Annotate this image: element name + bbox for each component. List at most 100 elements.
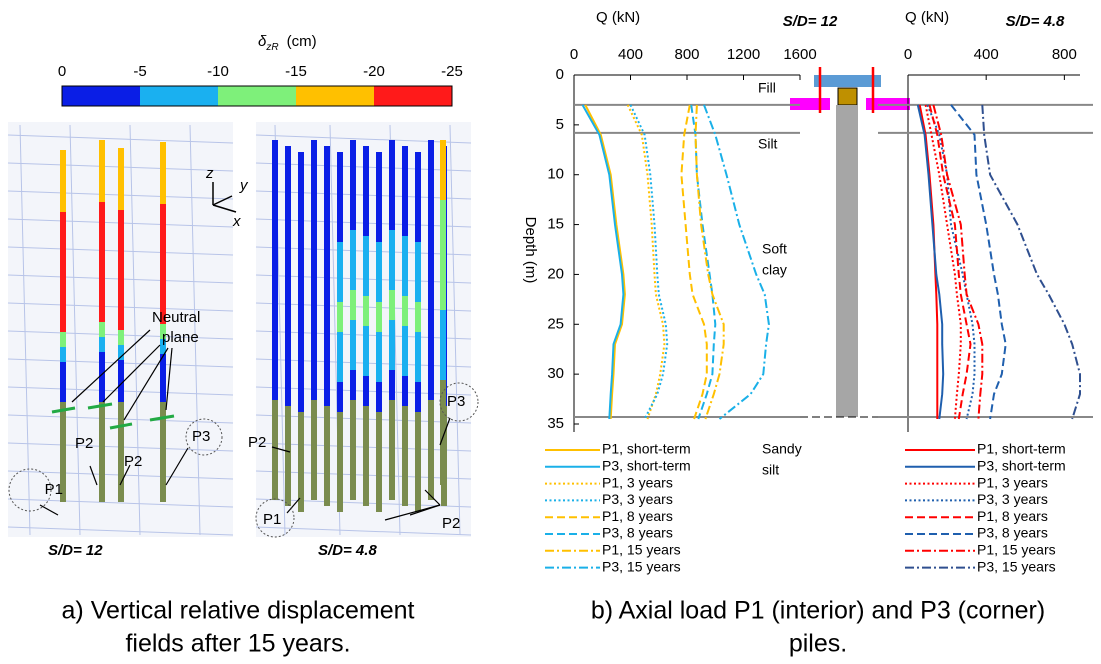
pile-segment: [337, 242, 343, 302]
colorbar-symbol: δ: [258, 33, 267, 50]
pile-segment: [118, 360, 124, 402]
y-tick-label: 25: [547, 315, 564, 332]
pile-segment: [272, 400, 278, 500]
pile-segment: [160, 204, 166, 324]
data-line: [680, 104, 708, 420]
pile-segment: [60, 150, 66, 212]
grid: [69, 124, 81, 536]
chart-title: S/D= 12: [783, 13, 838, 30]
soil-label: clay: [762, 262, 787, 278]
pile-label: P3: [192, 428, 210, 445]
pile-segment: [99, 337, 105, 352]
pile-label: P2: [248, 434, 266, 451]
colorbar-title: δzR (cm): [258, 33, 317, 53]
piles: [60, 140, 447, 512]
colorbar-tick-label: -25: [441, 63, 463, 80]
pile-segment: [350, 320, 356, 370]
colorbar-segment: [62, 86, 140, 106]
pile-segment: [350, 400, 356, 500]
x-tick-label: 0: [570, 46, 578, 63]
x-tick-label: 800: [674, 46, 699, 63]
pile-segment: [402, 406, 408, 506]
legend-label: P3, 3 years: [977, 491, 1048, 507]
panel-label: S/D= 12: [48, 542, 103, 559]
pile-segment: [272, 140, 278, 370]
pile-segment: [415, 412, 421, 512]
legend-label: P1, short-term: [977, 441, 1066, 457]
pile-segment: [160, 354, 166, 402]
pile-segment: [440, 310, 446, 380]
legend-label: P1, 3 years: [602, 474, 673, 490]
pile-segment: [285, 406, 291, 506]
x-tick-label: 1200: [727, 46, 760, 63]
x-tick-label: 400: [974, 46, 999, 63]
pile-segment: [118, 148, 124, 210]
pile-segment: [440, 140, 446, 200]
pile-segment: [118, 330, 124, 345]
pile-segment: [363, 236, 369, 296]
grid: [7, 526, 234, 536]
pile-segment: [118, 345, 124, 360]
pile-label: P2: [75, 435, 93, 452]
pile-segment: [324, 146, 330, 376]
legend-label: P1, 8 years: [602, 508, 673, 524]
pile-segment: [99, 352, 105, 402]
pile-segment: [389, 230, 395, 290]
pile-segment: [160, 324, 166, 339]
grid: [449, 124, 461, 536]
pile-segment: [363, 326, 369, 376]
caption: a) Vertical relative displacement: [62, 597, 415, 625]
data-line: [581, 104, 625, 420]
colorbar-frame: [61, 85, 453, 107]
annotation: plane: [162, 329, 199, 346]
pile-segment: [363, 406, 369, 506]
pile-segment: [60, 212, 66, 332]
axis-name: y: [239, 177, 249, 194]
pile-segment: [415, 302, 421, 332]
pile-segment: [298, 412, 304, 512]
pile-shaft: [836, 105, 858, 417]
data-line: [916, 104, 945, 420]
legend-label: P3, 15 years: [602, 558, 681, 574]
soil-label: Sandy: [762, 441, 802, 457]
colorbar-segment: [140, 86, 218, 106]
grid: [255, 134, 472, 144]
colorbar-subscript: zR: [265, 42, 278, 53]
pile-label: P3: [447, 393, 465, 410]
legend-label: P3, 15 years: [977, 558, 1056, 574]
grid: [189, 124, 201, 536]
y-tick-label: 10: [547, 166, 564, 183]
annotation: Neutral: [152, 309, 200, 326]
soil-label: silt: [762, 462, 779, 478]
pile-label-circles: [8, 382, 479, 538]
pile-segment: [160, 339, 166, 354]
pile-segment: [428, 400, 434, 500]
pile-segment: [363, 296, 369, 326]
pile-segment: [324, 376, 330, 406]
legend-label: P1, 15 years: [602, 542, 681, 558]
pile-segment: [350, 230, 356, 290]
caption: b) Axial load P1 (interior) and P3 (corn…: [591, 597, 1045, 625]
pile-segment: [363, 376, 369, 406]
pile-segment: [298, 152, 304, 382]
pile-segment: [415, 152, 421, 242]
data-line: [932, 104, 984, 420]
data-line: [584, 104, 626, 420]
pile-segment: [402, 146, 408, 236]
data-line: [928, 104, 972, 420]
colorbar-tick-label: -5: [133, 63, 146, 80]
pile-segment: [428, 140, 434, 370]
pile-segment: [311, 370, 317, 400]
grid: [19, 124, 31, 536]
legend-label: P1, 15 years: [977, 542, 1056, 558]
grid: [7, 134, 234, 144]
panel-label: S/D= 4.8: [318, 542, 377, 559]
pile-segment: [60, 332, 66, 347]
pile-label: P2: [124, 453, 142, 470]
pile-segment: [428, 370, 434, 400]
pile-segment: [160, 402, 166, 502]
colorbar-tick-label: -15: [285, 63, 307, 80]
pile-label: P1: [45, 481, 63, 498]
caption: fields after 15 years.: [125, 630, 350, 658]
y-tick-label: 30: [547, 365, 564, 382]
